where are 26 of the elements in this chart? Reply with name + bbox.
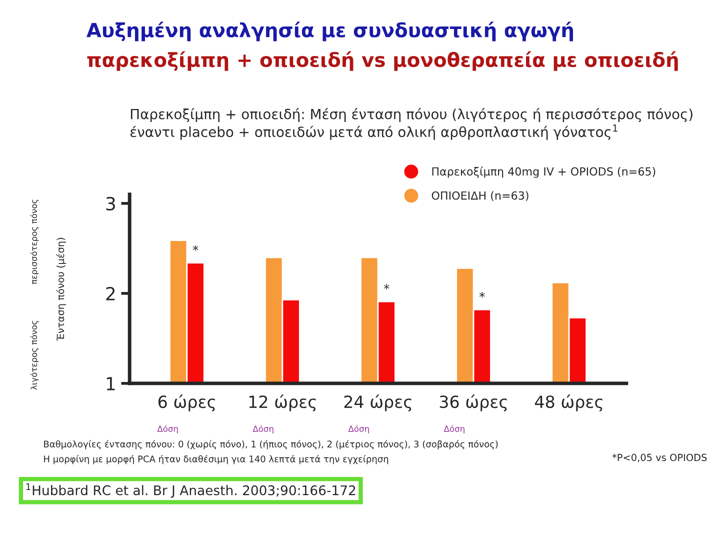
chart-subtitle: παρεκοξίμπη + οπιοειδή vs μονοθεραπεία με οπιοειδή (87, 51, 678, 71)
text: *P<0,05 vs OPIODS (612, 454, 707, 462)
text: Παρεκοξίμπη + οπιοειδή: Μέση ένταση πόνου (λιγότερος ή περισσότερος πόνος) έναντι placebo + οπιοειδών μετά από ολική αρθροπλαστική γόνατος$^{1}$ (130, 108, 692, 140)
text: Δόση (252, 425, 274, 434)
text: λιγότερος πόνος (30, 320, 39, 390)
x-tick-label: 24 ώρες (344, 394, 412, 412)
text: περισσότερος πόνος (30, 200, 39, 284)
y-tick-label: 1 (106, 377, 115, 390)
text: $^{1}$Hubbard RC et al. Br J Anaesth. 2003;90:166-172 (26, 483, 356, 498)
text: Δόση (444, 425, 464, 434)
text: Δόση (157, 425, 178, 434)
legend-label: ΟΠΙΟΕΙΔΗ (n=63) (432, 191, 528, 202)
y-tick-label: 2 (106, 286, 115, 300)
y-tick-label: 3 (106, 196, 115, 211)
annotation: * (479, 292, 485, 298)
annotation: * (192, 245, 198, 251)
x-tick-label: 12 ώρες (249, 394, 316, 412)
y-axis-title: Ένταση πόνου (μέση) (56, 238, 66, 341)
chart-title: Αυξημένη αναλγησία με συνδυαστική αγωγή (86, 22, 573, 42)
annotation: * (384, 284, 390, 290)
x-tick-label: 48 ώρες (534, 394, 602, 412)
x-tick-label: 6 ώρες (158, 394, 215, 412)
text: Βαθμολογίες έντασης πόνου: 0 (χωρίς πόνο), 1 (ήπιος πόνος), 2 (μέτριος πόνος), 3 (σοβαρός πόνος) Η μορφίνη με μορφή PCA ήταν διαθέσιμη για 140 λεπτά μετά την εγχείρηση (44, 440, 498, 464)
legend-label: Παρεκοξίμπη 40mg IV + OPIODS (n=65) (432, 166, 656, 178)
x-tick-label: 36 ώρες (440, 394, 507, 412)
text: Δόση (348, 425, 369, 434)
